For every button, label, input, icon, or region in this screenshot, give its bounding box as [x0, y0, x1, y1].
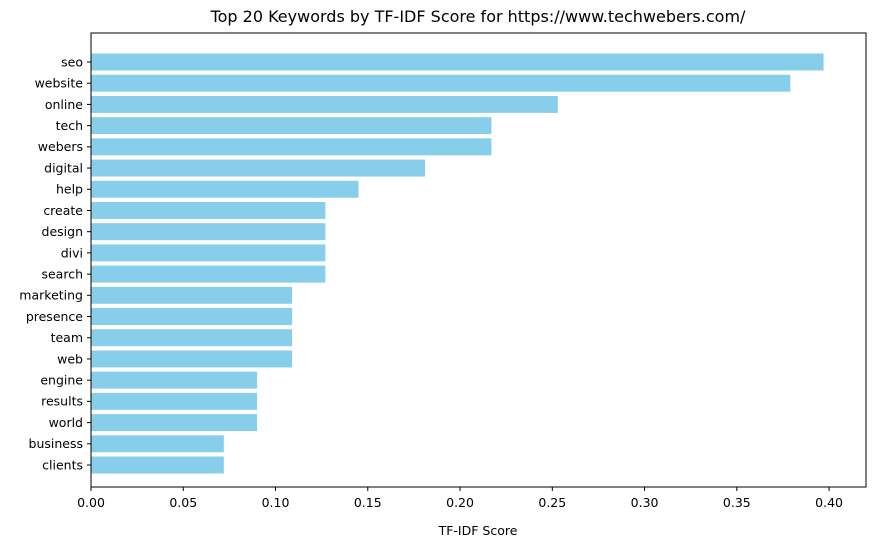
bar-create: [91, 201, 326, 219]
y-tick-label: webers: [38, 139, 83, 154]
y-tick-label: search: [41, 266, 83, 281]
y-tick-label: marketing: [19, 288, 83, 303]
y-tick-label: business: [29, 436, 83, 451]
bar-webers: [91, 138, 492, 156]
bar-world: [91, 414, 258, 432]
x-tick-label: 0.15: [354, 495, 382, 510]
y-tick-label: presence: [26, 309, 83, 324]
bar-clients: [91, 456, 224, 474]
bar-divi: [91, 244, 326, 262]
x-tick-label: 0.25: [538, 495, 566, 510]
x-axis-ticks: 0.00 0.05 0.10 0.15 0.20 0.25 0.30 0.35 0.40: [77, 487, 843, 510]
x-tick-label: 0.35: [723, 495, 751, 510]
bar-team: [91, 329, 293, 347]
y-axis-ticks: seo website online tech webers digital help cre…: [19, 54, 91, 472]
y-tick-label: team: [51, 330, 83, 345]
bar-web: [91, 350, 293, 368]
y-tick-label: web: [57, 351, 83, 366]
y-tick-label: divi: [61, 245, 83, 260]
bar-seo: [91, 53, 824, 71]
bar-design: [91, 223, 326, 241]
x-axis-label: TF-IDF Score: [438, 523, 518, 538]
y-tick-label: website: [35, 76, 84, 91]
y-tick-label: engine: [40, 373, 83, 388]
y-tick-label: digital: [44, 160, 83, 175]
y-tick-label: online: [45, 97, 83, 112]
bar-engine: [91, 371, 258, 389]
x-tick-label: 0.10: [262, 495, 290, 510]
bar-help: [91, 180, 359, 198]
y-tick-label: results: [41, 394, 83, 409]
bar-marketing: [91, 286, 293, 304]
x-tick-label: 0.00: [77, 495, 105, 510]
y-tick-label: create: [43, 203, 83, 218]
x-tick-label: 0.30: [631, 495, 659, 510]
bar-digital: [91, 159, 425, 177]
chart-title: Top 20 Keywords by TF-IDF Score for http…: [210, 7, 746, 26]
plot-frame: [90, 32, 867, 488]
bar-tech: [91, 117, 492, 135]
bar-results: [91, 392, 258, 410]
y-tick-label: design: [42, 224, 83, 239]
y-tick-label: help: [56, 182, 83, 197]
y-tick-label: tech: [56, 118, 83, 133]
bar-website: [91, 74, 791, 92]
bar-search: [91, 265, 326, 283]
y-tick-label: seo: [61, 54, 83, 69]
bar-business: [91, 435, 224, 453]
bars-group: [91, 53, 824, 474]
x-tick-label: 0.40: [815, 495, 843, 510]
y-tick-label: clients: [42, 457, 83, 472]
bar-online: [91, 95, 558, 113]
x-tick-label: 0.20: [446, 495, 474, 510]
bar-presence: [91, 308, 293, 326]
y-tick-label: world: [49, 415, 83, 430]
x-tick-label: 0.05: [169, 495, 197, 510]
